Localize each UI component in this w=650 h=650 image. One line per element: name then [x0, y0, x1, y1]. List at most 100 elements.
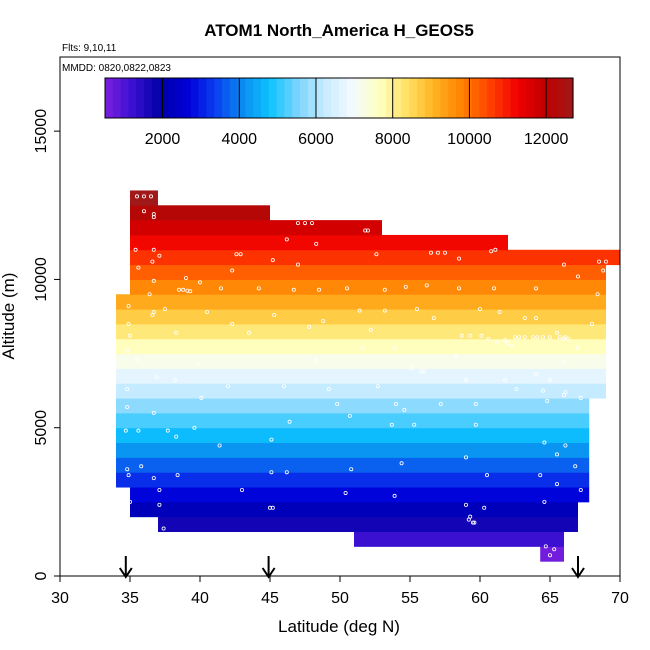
colorbar-segment [284, 78, 293, 118]
data-point [256, 286, 261, 291]
data-point [125, 348, 130, 353]
y-tick-label: 0 [33, 571, 50, 580]
colorbar-segment [276, 78, 285, 118]
heat-cell [116, 398, 590, 414]
data-point [463, 455, 468, 460]
data-point [125, 387, 130, 392]
colorbar-segment [198, 78, 207, 118]
colorbar-segment [105, 78, 114, 118]
data-point [344, 286, 349, 291]
data-point [414, 307, 419, 312]
colorbar-segment [268, 78, 278, 118]
colorbar-segment [471, 78, 480, 118]
colorbar-segment [300, 78, 309, 118]
data-point [555, 482, 560, 487]
data-point [154, 375, 159, 380]
data-point [456, 256, 461, 261]
data-point [601, 268, 606, 273]
data-point [183, 275, 188, 280]
data-point [326, 387, 331, 392]
heat-cell [116, 442, 590, 458]
x-tick-label: 30 [51, 590, 69, 607]
data-point [349, 467, 354, 472]
data-point [542, 499, 547, 504]
data-point [225, 384, 230, 389]
data-point [147, 292, 152, 297]
data-point [157, 253, 162, 258]
data-point [409, 366, 414, 371]
data-point [541, 388, 546, 393]
data-point [314, 357, 319, 362]
data-point [126, 321, 131, 326]
heat-cell [116, 323, 606, 340]
heat-cell [130, 249, 620, 266]
colorbar-segment [307, 78, 317, 118]
data-point [192, 425, 197, 430]
data-point [238, 252, 243, 257]
data-point [491, 286, 496, 291]
data-point [136, 265, 141, 270]
colorbar-segment [565, 78, 574, 118]
data-point [590, 321, 595, 326]
flight-markers [118, 556, 585, 579]
data-point [302, 221, 307, 226]
data-point [552, 547, 557, 552]
data-point [545, 399, 550, 404]
data-point [291, 287, 296, 292]
colorbar-segment [456, 78, 465, 118]
heat-cell [540, 546, 564, 562]
data-point [151, 278, 156, 283]
x-tick-label: 60 [471, 590, 489, 607]
x-axis: 30 35 40 45 50 55 60 65 70 [51, 576, 629, 607]
data-point [548, 378, 553, 383]
heat-cell [130, 205, 270, 221]
data-point [421, 369, 426, 374]
data-point [239, 487, 244, 492]
data-point [141, 209, 146, 214]
colorbar-segment [144, 78, 153, 118]
data-point [234, 252, 239, 257]
data-point [392, 345, 397, 350]
data-point [534, 315, 539, 320]
data-point [133, 247, 138, 252]
data-point [363, 228, 368, 233]
data-point [548, 335, 553, 340]
data-point [175, 473, 180, 478]
data-point [522, 335, 527, 340]
data-point [428, 250, 433, 255]
data-point [197, 280, 202, 285]
colorbar-segment [346, 78, 356, 118]
x-tick-label: 35 [121, 590, 139, 607]
data-point [534, 372, 539, 377]
heat-cell [354, 531, 564, 547]
data-point [267, 505, 272, 510]
data-point [412, 422, 417, 427]
data-point [382, 287, 387, 292]
data-point [309, 221, 314, 226]
data-point [141, 194, 146, 199]
data-point [562, 360, 567, 365]
data-point [534, 286, 539, 291]
data-point [555, 452, 560, 457]
data-point [374, 252, 379, 257]
colorbar-tick-label: 4000 [221, 131, 257, 148]
heat-cell [130, 279, 606, 295]
data-point [314, 241, 319, 246]
data-point [548, 553, 553, 558]
data-point [535, 335, 540, 340]
data-point [246, 330, 251, 335]
x-tick-label: 70 [611, 590, 629, 607]
heat-cell [116, 353, 606, 369]
colorbar-segment [253, 78, 262, 118]
colorbar-segment [440, 78, 449, 118]
arrow-down-icon [571, 556, 585, 579]
data-point [486, 336, 491, 341]
data-point [151, 215, 156, 220]
flight-points [123, 194, 609, 558]
y-tick-label: 15000 [33, 109, 50, 154]
data-point [393, 401, 398, 406]
data-point [125, 467, 130, 472]
heat-cell [116, 457, 590, 473]
data-point [562, 262, 567, 267]
